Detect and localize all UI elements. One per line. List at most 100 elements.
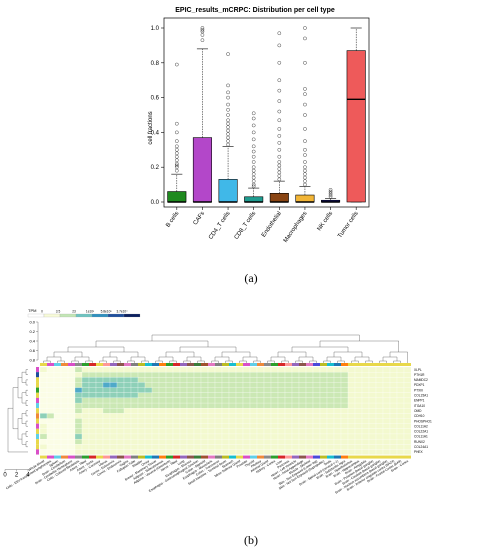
outlier-point (174, 165, 179, 170)
heatmap-cell (319, 408, 328, 414)
heatmap-cell (214, 366, 223, 373)
heatmap-cell (312, 413, 321, 419)
dendro-branch (319, 340, 399, 352)
column-color-cell (166, 455, 173, 459)
dendro-branch (25, 379, 28, 386)
heatmap-cell (151, 438, 160, 445)
heatmap-cell (270, 402, 279, 409)
heatmap-cell (81, 449, 90, 455)
heatmap-cell (144, 397, 153, 404)
column-color-cell (89, 363, 96, 366)
heatmap-cell (88, 449, 97, 455)
column-color-cell (229, 363, 236, 366)
heatmap-cell (361, 377, 370, 383)
column-color-cell (187, 455, 194, 459)
heatmap-cell (375, 444, 384, 450)
heatmap-cell (235, 418, 244, 424)
heatmap-cell (347, 372, 356, 378)
heatmap-cell (396, 382, 405, 388)
y-tick-label: 1.0 (151, 26, 160, 32)
heatmap-cell (179, 444, 188, 450)
y-tick-label: 0.2 (151, 165, 160, 171)
column-color-cell (362, 455, 369, 459)
box-cd4-t-cells (218, 52, 238, 203)
legend-tick-label: 3.5 (56, 310, 61, 314)
row-color-cell (36, 377, 39, 383)
heatmap-cell (389, 438, 398, 445)
outlier-point (303, 92, 307, 96)
column-color-cell (110, 455, 117, 459)
heatmap-cell (130, 408, 139, 414)
heatmap-cell (249, 382, 258, 388)
column-color-cell (159, 455, 166, 459)
heatmap-cell (109, 402, 118, 409)
row-color-cell (36, 382, 39, 388)
heatmap-cell (207, 402, 216, 409)
heatmap-cell (81, 423, 90, 429)
heatmap-cell (340, 449, 349, 455)
heatmap-cell (186, 444, 195, 450)
heatmap-cell (46, 392, 55, 399)
heatmap-cell (326, 418, 335, 424)
panel-label-a: (a) (244, 271, 257, 285)
heatmap-cell (354, 387, 363, 393)
heatmap-cell (284, 402, 293, 409)
heatmap-cell (221, 372, 230, 378)
heatmap-cell (95, 444, 104, 450)
heatmap-cell (172, 444, 181, 450)
heatmap-cell (326, 444, 335, 450)
tissue-label: Vagina (119, 459, 130, 468)
heatmap-cell (137, 408, 146, 414)
heatmap-cell (277, 444, 286, 450)
heatmap-cell (130, 449, 139, 455)
heatmap-cell (333, 387, 342, 393)
heatmap-cell (67, 433, 76, 440)
tissue-label: Liver (275, 459, 284, 467)
dendro-tick-label: 2 (15, 473, 19, 479)
heatmap-cell (277, 377, 286, 383)
heatmap-cell (109, 397, 118, 404)
heatmap-cell (123, 402, 132, 409)
outlier-point (277, 141, 282, 145)
heatmap-cell (109, 377, 118, 383)
column-color-cell (54, 455, 61, 459)
heatmap-cell (270, 397, 279, 404)
chart-title: EPIC_results_mCRPC: Distribution per cel… (175, 7, 335, 14)
heatmap-cell (46, 423, 55, 429)
outlier-point (251, 179, 256, 183)
gene-label: COL15A1 (414, 394, 428, 398)
heatmap-cell (60, 408, 69, 414)
column-color-cell (61, 363, 68, 366)
heatmap-cell (200, 392, 209, 399)
heatmap-cell (123, 392, 132, 399)
heatmap-cell (116, 387, 125, 393)
heatmap-cell (144, 377, 153, 383)
heatmap-cell (375, 392, 384, 399)
heatmap-cell (137, 449, 146, 455)
heatmap-cell (130, 366, 139, 373)
column-color-cell (103, 363, 110, 366)
heatmap-cell (151, 413, 160, 419)
outlier-point (303, 127, 307, 131)
heatmap-cell (298, 438, 307, 445)
column-color-cell (229, 455, 236, 459)
tissue-label: Ovary (141, 459, 151, 467)
heatmap-cell (326, 433, 335, 440)
gene-label: MAMDC2 (414, 378, 428, 382)
heatmap-cell (396, 366, 405, 373)
heatmap-cell (137, 423, 146, 429)
heatmap-cell (235, 382, 244, 388)
dendro-branch (17, 418, 22, 440)
column-color-cell (383, 363, 390, 366)
dendro-branch (326, 356, 342, 361)
heatmap-cell (340, 372, 349, 378)
box-body (244, 196, 264, 203)
column-color-cell (173, 363, 180, 366)
heatmap-cell (144, 449, 153, 455)
heatmap-cell (375, 433, 384, 440)
heatmap-cell (270, 444, 279, 450)
column-color-cell (138, 363, 145, 366)
heatmap-cell (221, 413, 230, 419)
heatmap-cell (144, 413, 153, 419)
